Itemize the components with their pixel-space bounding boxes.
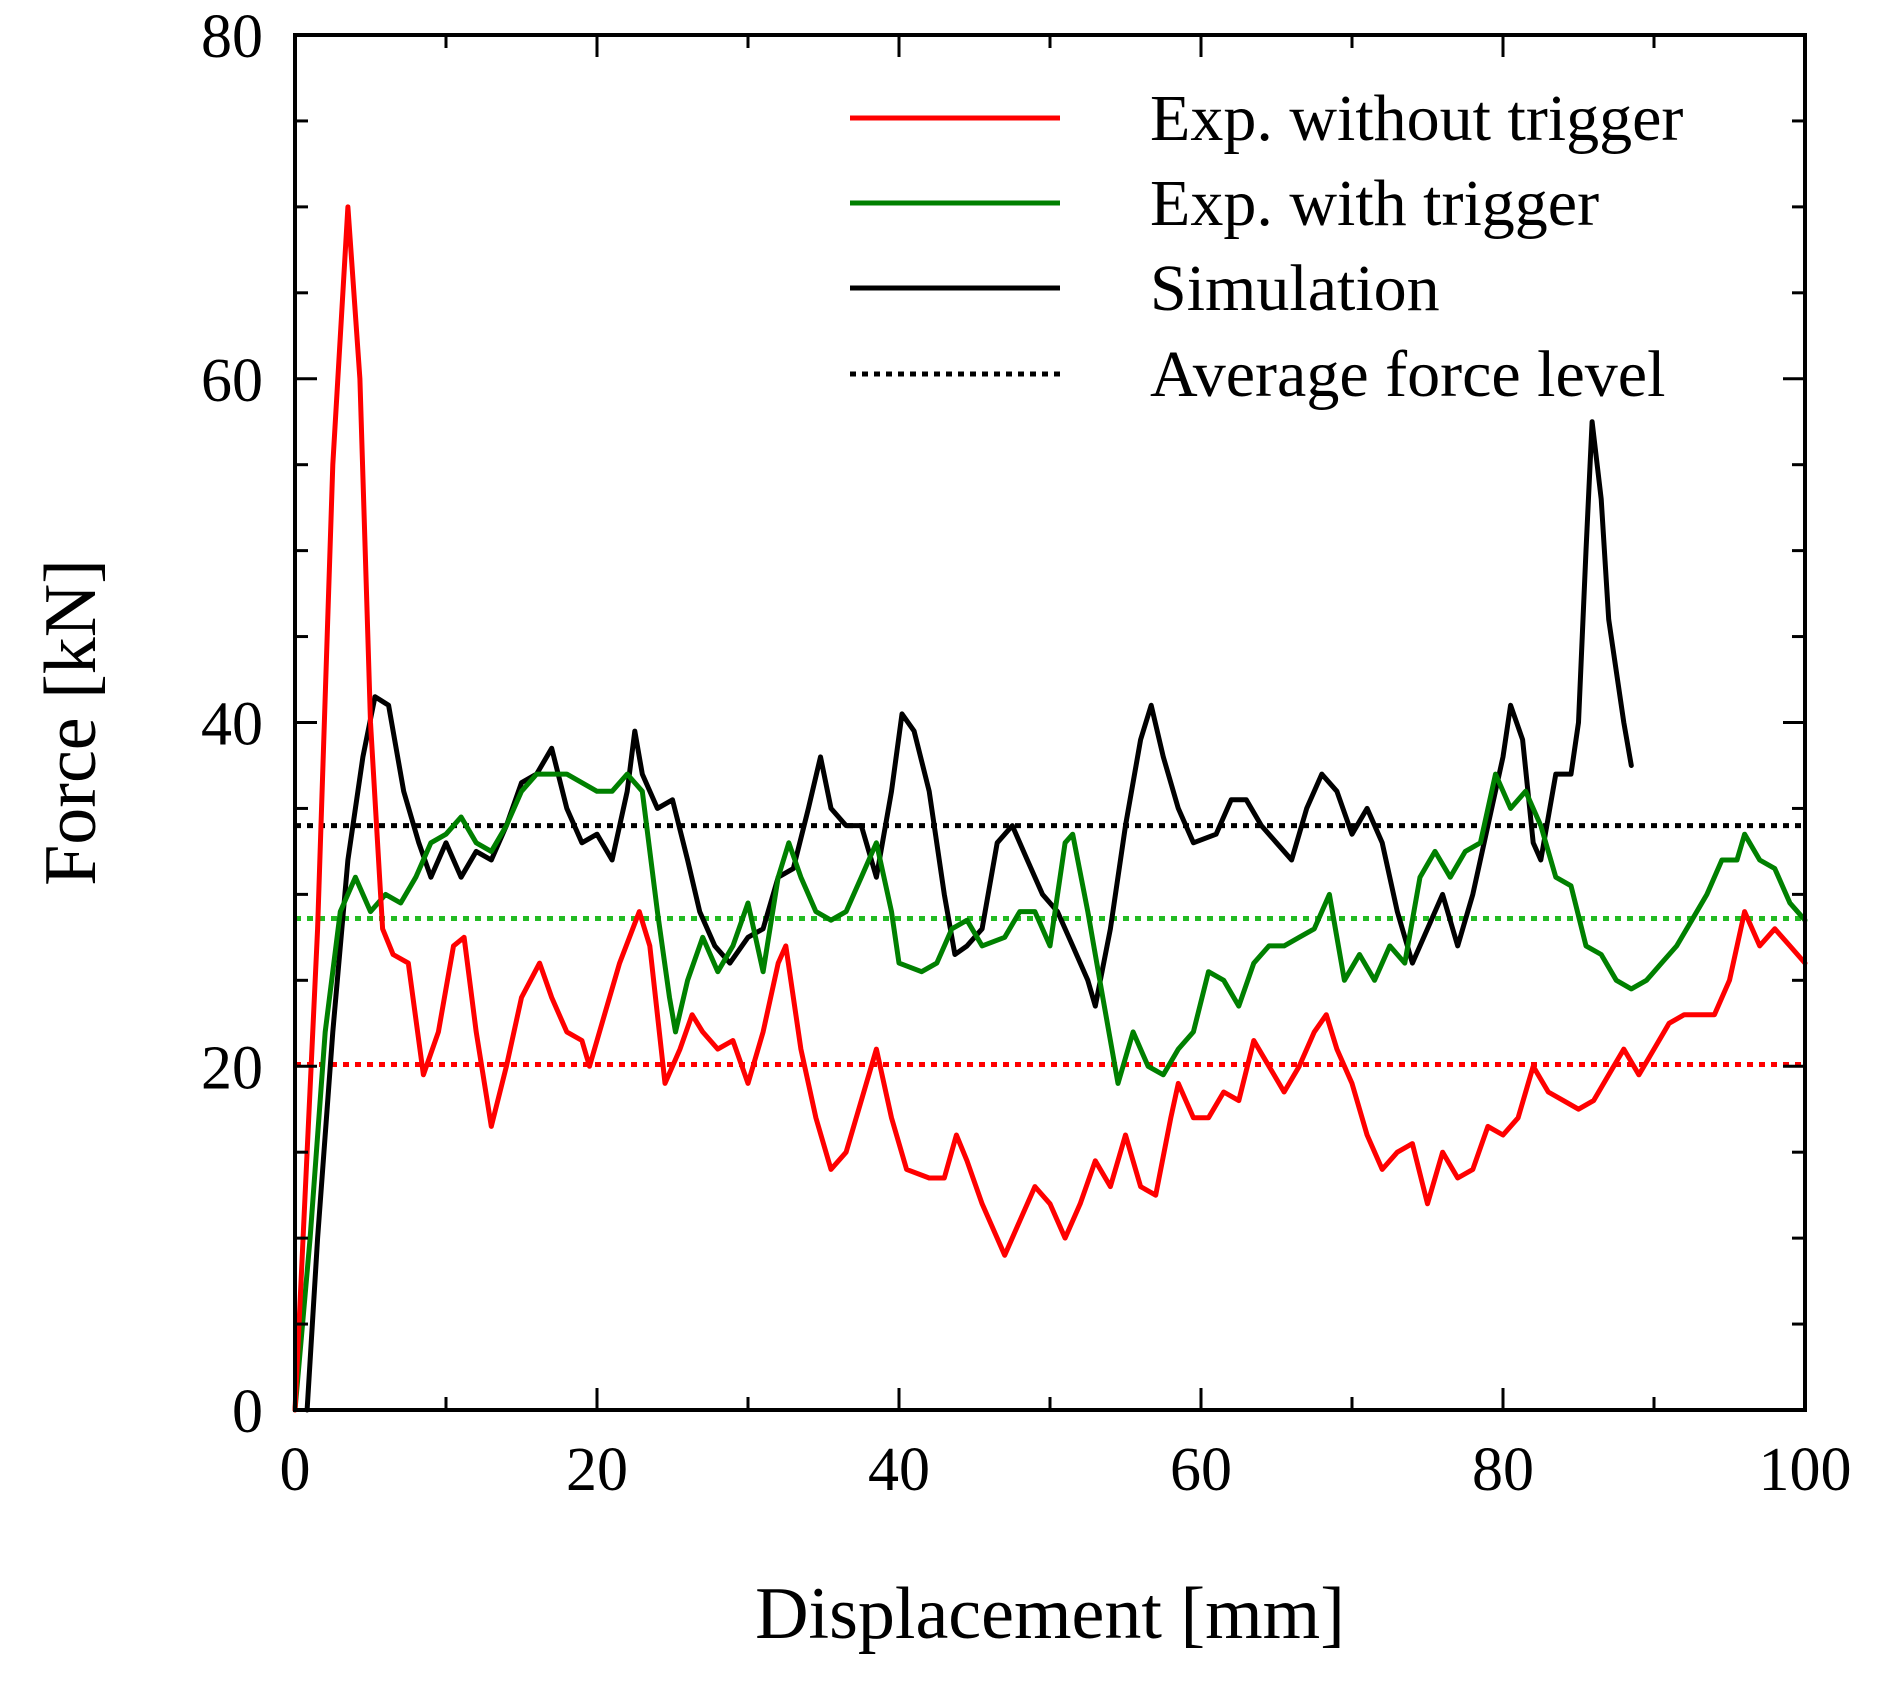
x-tick-label: 40 xyxy=(868,1436,930,1504)
tick-labels: 0 20 40 60 80 100 0 20 40 60 80 xyxy=(201,3,1852,1504)
series-lines xyxy=(292,204,1808,1413)
x-tick-label: 100 xyxy=(1759,1436,1852,1504)
x-tick-label: 0 xyxy=(280,1436,311,1504)
x-tick-label: 20 xyxy=(566,1436,628,1504)
legend-label-1: Exp. with trigger xyxy=(1150,167,1599,240)
axis-ticks xyxy=(293,33,1807,1412)
series-line-2 xyxy=(304,419,1634,1413)
legend-label-0: Exp. without trigger xyxy=(1150,82,1683,155)
y-tick-label: 40 xyxy=(201,691,263,759)
y-tick-label: 0 xyxy=(232,1378,263,1446)
series-line-0 xyxy=(292,204,1808,1413)
x-tick-label: 60 xyxy=(1170,1436,1232,1504)
x-tick-label: 80 xyxy=(1472,1436,1534,1504)
legend-label-2: Simulation xyxy=(1150,252,1440,325)
y-tick-label: 80 xyxy=(201,3,263,71)
legend: Exp. without trigger Exp. with trigger Sim… xyxy=(850,82,1683,411)
y-tick-label: 20 xyxy=(201,1034,263,1102)
x-axis-title: Displacement [mm] xyxy=(755,1573,1345,1655)
series-line-1 xyxy=(292,771,1808,1413)
y-tick-label: 60 xyxy=(201,347,263,415)
legend-label-3: Average force level xyxy=(1150,338,1665,411)
y-axis-title: Force [kN] xyxy=(30,559,112,886)
